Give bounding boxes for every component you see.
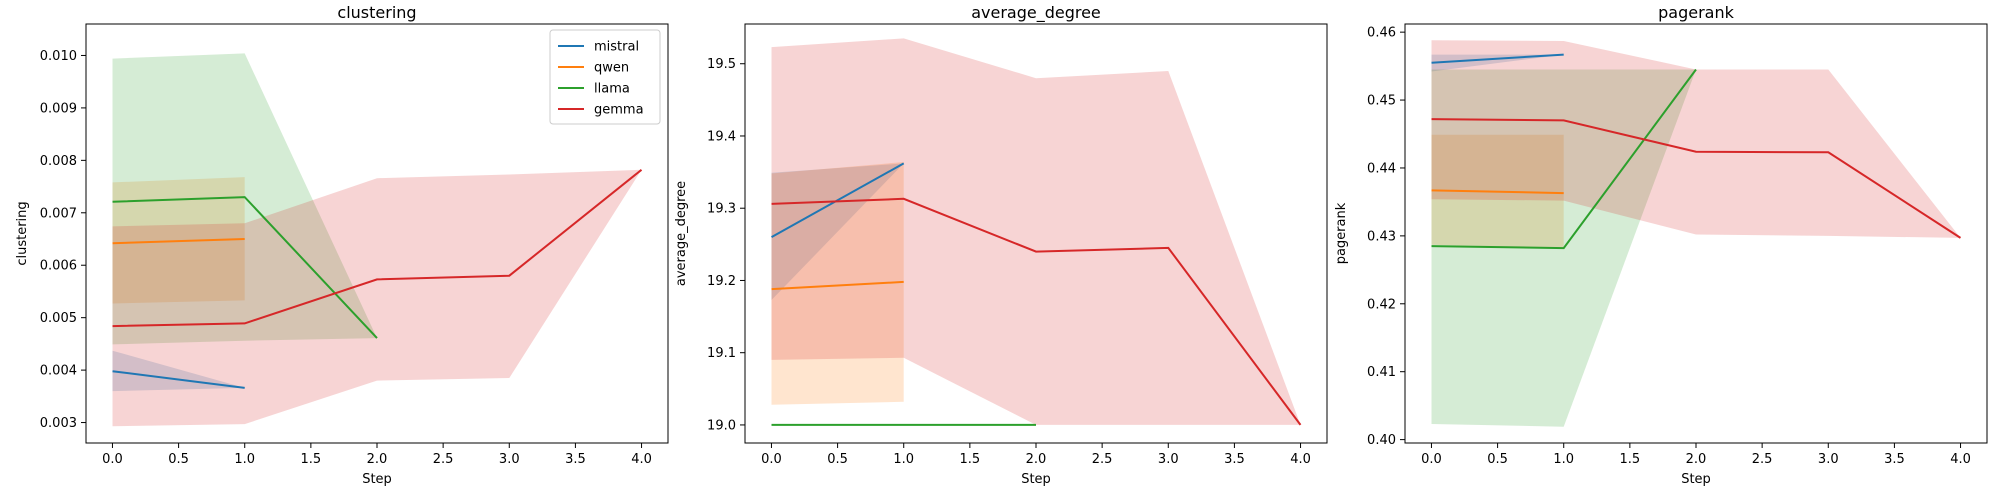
y-tick-label: 0.008 [40, 154, 77, 169]
x-tick-label: 2.0 [367, 452, 388, 467]
chart-panel-average_degree: 0.0 0.5 1.0 1.5 2.0 2.5 3.0 3.5 4.0 19.0 19.1 19.2 1… [674, 3, 1328, 487]
x-tick-label: 3.0 [1818, 452, 1839, 467]
y-tick-label: 0.45 [1367, 94, 1396, 109]
y-axis-label: average_degree [674, 181, 689, 286]
legend-label-mistral: mistral [594, 40, 639, 55]
x-tick-label: 3.5 [1224, 452, 1245, 467]
band-gemma [1431, 40, 1961, 238]
y-tick-label: 0.43 [1367, 229, 1396, 244]
y-tick-label: 0.40 [1367, 433, 1396, 448]
chart-title: clustering [337, 3, 416, 22]
band-llama [112, 53, 377, 345]
x-tick-label: 4.0 [1290, 452, 1311, 467]
band-gemma [112, 169, 642, 427]
charts-container: 0.0 0.5 1.0 1.5 2.0 2.5 3.0 3.5 4.0 0.003 0.004 0.0… [15, 3, 1988, 487]
chart-title: pagerank [1658, 3, 1734, 22]
x-tick-label: 0.0 [102, 452, 123, 467]
line-qwen [771, 280, 904, 291]
x-tick-label: 0.0 [761, 452, 782, 467]
y-tick-label: 19.4 [707, 129, 736, 144]
x-axis-label: Step [1681, 472, 1711, 487]
y-tick-label: 0.46 [1367, 26, 1396, 41]
line-gemma [771, 197, 1302, 426]
y-tick-label: 19.2 [707, 274, 736, 289]
line-mistral [771, 162, 905, 238]
line-qwen [1431, 189, 1564, 195]
chart-panel-clustering: 0.0 0.5 1.0 1.5 2.0 2.5 3.0 3.5 4.0 0.003 0.004 0.0… [15, 3, 669, 487]
line-gemma [112, 169, 643, 328]
x-tick-label: 0.5 [168, 452, 189, 467]
line-qwen [112, 238, 245, 245]
y-axis-label: pagerank [1334, 202, 1349, 264]
chart-title: average_degree [971, 3, 1101, 23]
y-tick-label: 19.0 [707, 418, 736, 433]
x-tick-label: 3.5 [565, 452, 586, 467]
x-tick-label: 4.0 [631, 452, 652, 467]
band-mistral [771, 163, 904, 300]
x-tick-label: 3.5 [1884, 452, 1905, 467]
line-mistral [112, 370, 245, 389]
y-tick-label: 0.004 [40, 364, 77, 379]
band-gemma [771, 38, 1301, 425]
legend-label-llama: llama [594, 82, 630, 97]
x-tick-label: 2.0 [1026, 452, 1047, 467]
x-tick-label: 0.5 [1487, 452, 1508, 467]
x-tick-label: 1.5 [1620, 452, 1641, 467]
x-axis-label: Step [362, 472, 392, 487]
x-tick-label: 0.5 [827, 452, 848, 467]
y-axis-label: clustering [15, 201, 30, 265]
x-tick-label: 1.0 [234, 452, 255, 467]
x-tick-label: 1.0 [1553, 452, 1574, 467]
y-tick-label: 0.44 [1367, 161, 1396, 176]
x-tick-label: 2.5 [1092, 452, 1113, 467]
x-tick-label: 4.0 [1950, 452, 1971, 467]
y-tick-label: 19.3 [707, 202, 736, 217]
band-mistral [1431, 54, 1564, 72]
y-tick-label: 0.010 [40, 49, 77, 64]
legend-box [549, 29, 661, 125]
line-mistral [1431, 53, 1564, 64]
x-tick-label: 1.5 [301, 452, 322, 467]
line-llama [1431, 68, 1697, 250]
line-llama [112, 196, 378, 339]
x-tick-label: 2.5 [433, 452, 454, 467]
chart-panel-pagerank: 0.0 0.5 1.0 1.5 2.0 2.5 3.0 3.5 4.0 0.40 0.41 0.42 0… [1334, 3, 1988, 487]
x-tick-label: 1.5 [960, 452, 981, 467]
x-axis-label: Step [1021, 472, 1051, 487]
y-tick-label: 19.5 [707, 57, 736, 72]
y-tick-label: 0.009 [40, 101, 77, 116]
line-gemma [1431, 118, 1962, 239]
y-tick-label: 0.42 [1367, 297, 1396, 312]
y-tick-label: 0.006 [40, 259, 77, 274]
band-qwen [771, 162, 904, 405]
x-tick-label: 0.0 [1421, 452, 1442, 467]
y-tick-label: 0.007 [40, 206, 77, 221]
y-tick-label: 0.003 [40, 416, 77, 431]
legend-label-qwen: qwen [594, 61, 629, 76]
x-tick-label: 2.5 [1752, 452, 1773, 467]
x-tick-label: 3.0 [499, 452, 520, 467]
y-tick-label: 19.1 [707, 346, 736, 361]
legend-label-gemma: gemma [594, 103, 644, 118]
x-tick-label: 1.0 [893, 452, 914, 467]
band-mistral [112, 350, 245, 392]
x-tick-label: 2.0 [1686, 452, 1707, 467]
y-tick-label: 0.41 [1367, 365, 1396, 380]
x-tick-label: 3.0 [1158, 452, 1179, 467]
y-tick-label: 0.005 [40, 311, 77, 326]
legend: mistral qwen llama gemma [549, 29, 661, 125]
